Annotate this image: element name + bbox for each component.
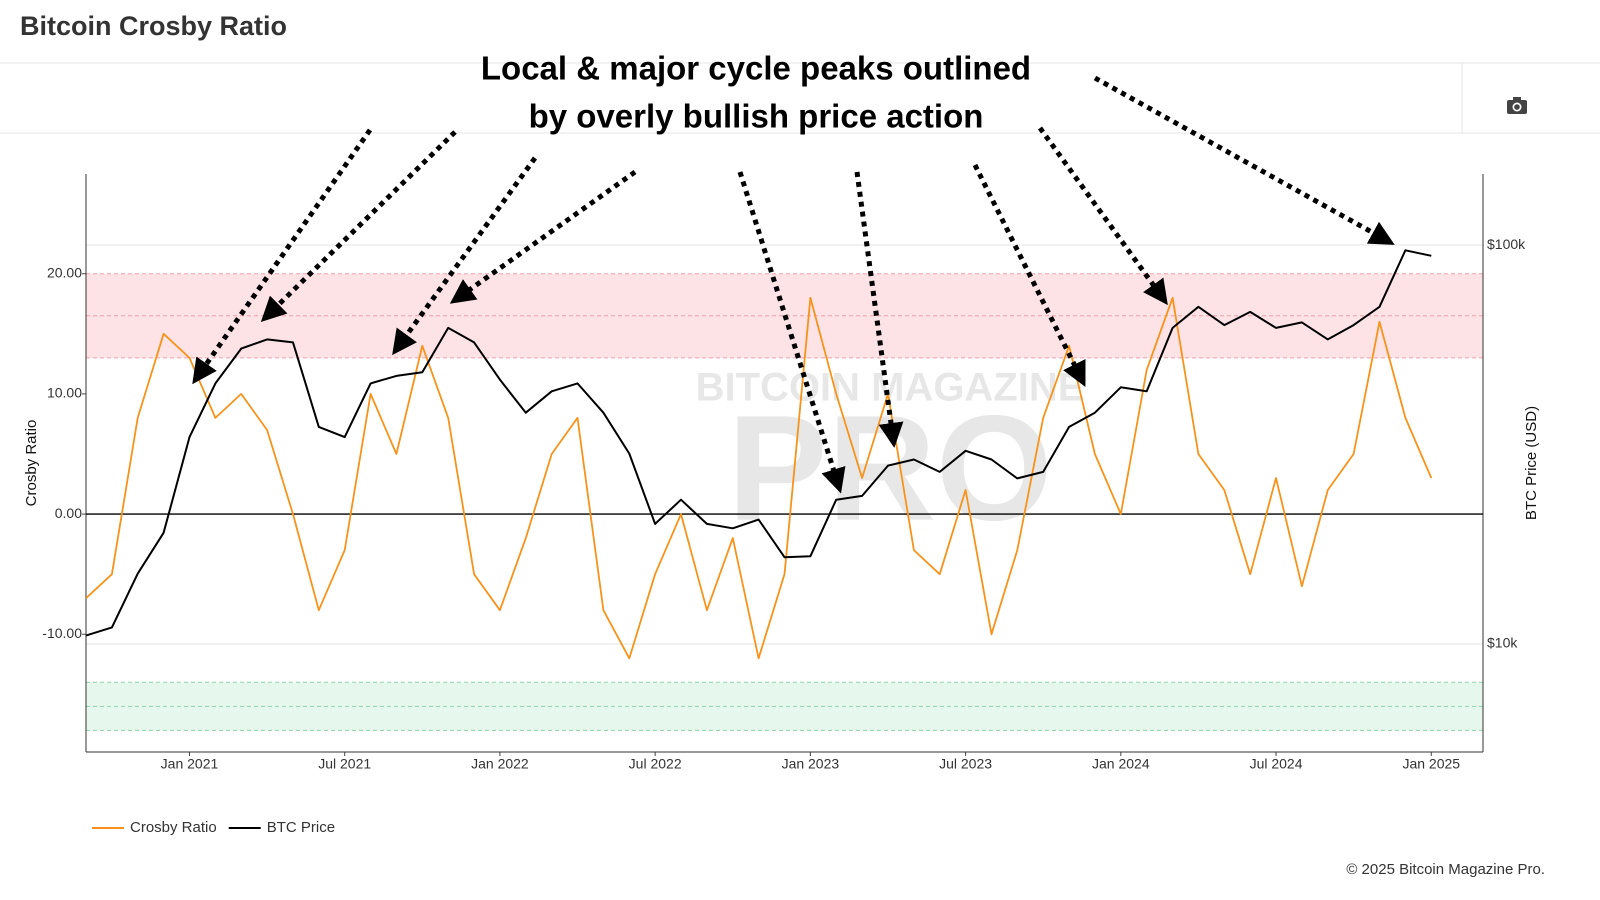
x-tick-label: Jul 2021 — [318, 756, 371, 772]
series-line — [86, 249, 1432, 637]
x-tick-label: Jul 2023 — [939, 756, 992, 772]
annotation: by overly bullish price action — [529, 98, 984, 135]
camera-button[interactable] — [1507, 97, 1527, 114]
y-tick-label: 20.00 — [47, 264, 82, 280]
y-axis-label: Crosby Ratio — [23, 420, 40, 507]
x-tick-label: Jan 2021 — [161, 756, 219, 772]
legend-label: BTC Price — [267, 819, 335, 836]
annotation: Local & major cycle peaks outlined — [481, 50, 1031, 87]
y-tick-label: 10.00 — [47, 385, 82, 401]
x-tick-label: Jan 2024 — [1092, 756, 1150, 772]
y2-tick-label: $100k — [1487, 236, 1526, 252]
chart-title: Bitcoin Crosby Ratio — [20, 11, 287, 41]
arrows — [192, 75, 1395, 494]
plot — [86, 249, 1483, 660]
band — [86, 682, 1483, 731]
x-tick-label: Jan 2025 — [1402, 756, 1460, 772]
footer: © 2025 Bitcoin Magazine Pro. — [1346, 861, 1545, 878]
y2-tick-label: $10k — [1487, 635, 1518, 651]
x-tick-label: Jul 2022 — [629, 756, 682, 772]
y-tick-label: 0.00 — [55, 505, 82, 521]
x-tick-label: Jul 2024 — [1250, 756, 1303, 772]
legend-item: Crosby Ratio — [92, 819, 217, 836]
y2-axis-label: BTC Price (USD) — [1523, 406, 1540, 520]
legend-item: BTC Price — [228, 819, 335, 836]
x-tick-label: Jan 2022 — [471, 756, 529, 772]
x-tick-label: Jan 2023 — [782, 756, 840, 772]
legend-label: Crosby Ratio — [130, 819, 217, 836]
watermark: BITCOIN MAGAZINE PRO — [696, 366, 1085, 552]
background-layer — [82, 174, 1484, 756]
series-line — [86, 296, 1433, 660]
y-tick-label: -10.00 — [42, 625, 82, 641]
